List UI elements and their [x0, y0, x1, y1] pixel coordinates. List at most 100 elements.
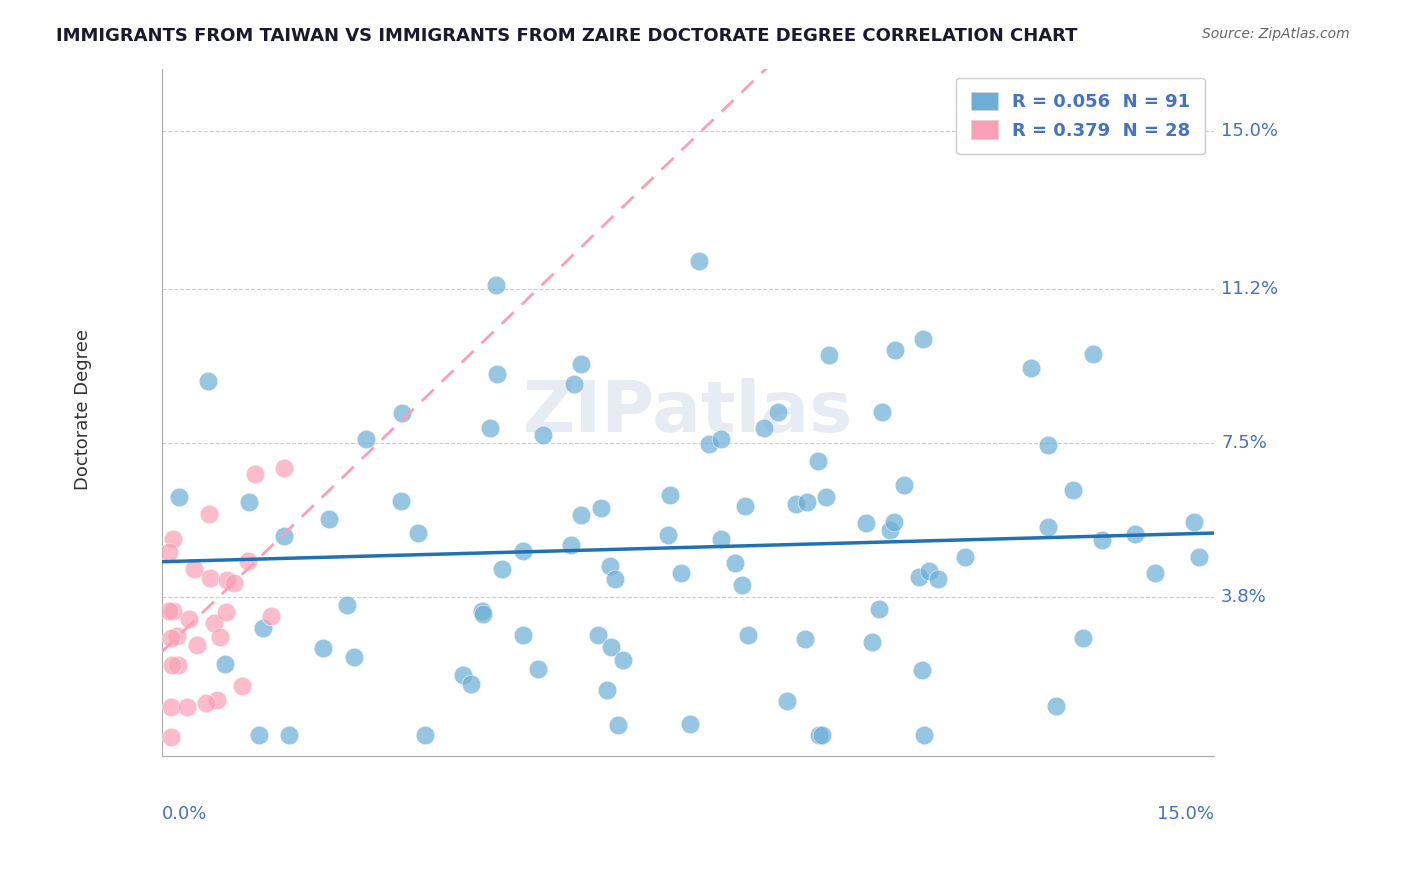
Point	[589, 500, 612, 515]
Point	[318, 512, 340, 526]
Point	[451, 668, 474, 682]
Point	[471, 607, 494, 622]
Point	[491, 562, 513, 576]
Point	[214, 657, 236, 672]
Point	[659, 488, 682, 502]
Point	[243, 467, 266, 482]
Point	[273, 460, 295, 475]
Point	[1036, 438, 1059, 452]
Point	[927, 572, 949, 586]
Point	[236, 554, 259, 568]
Point	[734, 500, 756, 514]
Point	[955, 550, 977, 565]
Point	[918, 564, 941, 578]
Point	[893, 478, 915, 492]
Point	[252, 621, 274, 635]
Point	[793, 632, 815, 646]
Point	[679, 717, 702, 731]
Point	[479, 421, 502, 435]
Point	[560, 538, 582, 552]
Point	[879, 523, 901, 537]
Legend: R = 0.056  N = 91, R = 0.379  N = 28: R = 0.056 N = 91, R = 0.379 N = 28	[956, 78, 1205, 154]
Text: Doctorate Degree: Doctorate Degree	[73, 329, 91, 491]
Point	[607, 718, 630, 732]
Point	[197, 374, 219, 388]
Point	[1188, 549, 1211, 564]
Point	[160, 700, 183, 714]
Point	[222, 576, 245, 591]
Point	[198, 507, 221, 521]
Point	[312, 640, 335, 655]
Point	[912, 332, 935, 346]
Point	[1045, 699, 1067, 714]
Point	[599, 559, 621, 574]
Point	[460, 677, 482, 691]
Point	[671, 566, 693, 580]
Point	[872, 405, 894, 419]
Point	[599, 640, 621, 655]
Point	[1083, 347, 1105, 361]
Point	[808, 728, 831, 742]
Point	[406, 526, 429, 541]
Point	[162, 604, 184, 618]
Point	[273, 529, 295, 543]
Point	[215, 573, 238, 587]
Point	[335, 598, 357, 612]
Point	[855, 516, 877, 530]
Point	[1071, 631, 1094, 645]
Point	[157, 545, 180, 559]
Point	[198, 571, 221, 585]
Point	[868, 602, 890, 616]
Point	[159, 730, 181, 744]
Point	[260, 608, 283, 623]
Point	[415, 728, 437, 742]
Point	[911, 663, 934, 677]
Point	[710, 532, 733, 546]
Point	[737, 628, 759, 642]
Point	[202, 615, 225, 630]
Point	[776, 693, 799, 707]
Point	[176, 700, 198, 714]
Point	[179, 612, 201, 626]
Point	[724, 556, 747, 570]
Point	[277, 728, 299, 742]
Point	[908, 570, 931, 584]
Point	[605, 572, 627, 586]
Point	[186, 638, 208, 652]
Point	[159, 631, 181, 645]
Point	[807, 453, 830, 467]
Point	[912, 728, 935, 742]
Point	[354, 432, 377, 446]
Point	[157, 604, 180, 618]
Point	[167, 491, 190, 505]
Point	[1144, 566, 1167, 581]
Point	[194, 696, 217, 710]
Point	[486, 367, 509, 381]
Point	[215, 606, 238, 620]
Point	[710, 432, 733, 446]
Point	[569, 508, 592, 523]
Point	[883, 515, 905, 529]
Text: 7.5%: 7.5%	[1222, 434, 1267, 452]
Point	[527, 662, 550, 676]
Point	[1038, 519, 1060, 533]
Point	[166, 629, 188, 643]
Point	[160, 658, 183, 673]
Point	[343, 649, 366, 664]
Point	[731, 577, 754, 591]
Point	[238, 495, 260, 509]
Point	[1021, 361, 1043, 376]
Point	[247, 728, 270, 742]
Point	[883, 343, 905, 357]
Point	[564, 376, 586, 391]
Point	[596, 683, 619, 698]
Point	[205, 692, 228, 706]
Point	[485, 277, 508, 292]
Point	[796, 495, 818, 509]
Point	[471, 604, 494, 618]
Text: 3.8%: 3.8%	[1222, 589, 1267, 607]
Point	[860, 635, 883, 649]
Point	[768, 405, 790, 419]
Point	[588, 628, 610, 642]
Point	[569, 357, 592, 371]
